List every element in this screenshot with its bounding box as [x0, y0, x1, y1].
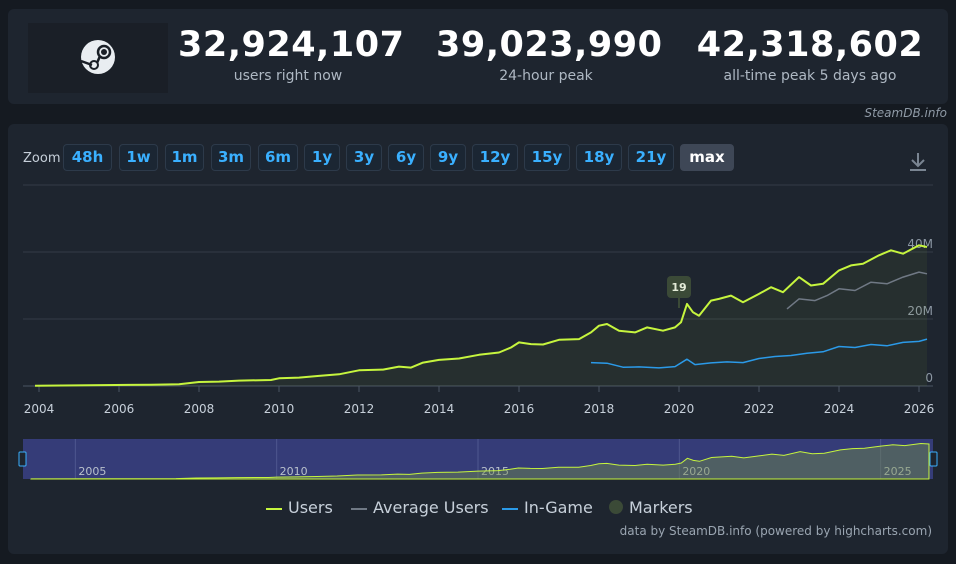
- x-tick-label: 2022: [744, 402, 775, 416]
- average-users-line: [786, 271, 928, 310]
- navigator-tick-label: 2025: [884, 465, 912, 478]
- navigator-tick-label: 2010: [280, 465, 308, 478]
- stat-value: 42,318,602: [696, 25, 924, 65]
- zoom-button-1w[interactable]: 1w: [119, 144, 158, 171]
- x-tick-label: 2012: [344, 402, 375, 416]
- stats-card: 32,924,107 users right now 39,023,990 24…: [8, 9, 948, 104]
- x-tick-label: 2024: [824, 402, 855, 416]
- navigator[interactable]: 2005 2010 2015 2020 2025: [8, 434, 948, 484]
- x-tick-label: 2010: [264, 402, 295, 416]
- zoom-button-3y[interactable]: 3y: [346, 144, 382, 171]
- chart-card: Zoom 48h 1w 1m 3m 6m 1y 3y 6y 9y 12y 15y 18y 21y max …: [8, 124, 948, 554]
- navigator-handle-right[interactable]: [929, 451, 938, 467]
- zoom-button-6m[interactable]: 6m: [258, 144, 298, 171]
- zoom-button-18y[interactable]: 18y: [576, 144, 622, 171]
- zoom-label: Zoom: [23, 151, 61, 166]
- zoom-button-12y[interactable]: 12y: [472, 144, 518, 171]
- zoom-button-max[interactable]: max: [680, 144, 734, 171]
- credit-bottom[interactable]: data by SteamDB.info (powered by highcha…: [619, 524, 932, 538]
- stat-label: 24-hour peak: [499, 68, 593, 84]
- legend-line-icon: [351, 507, 367, 510]
- users-line: [34, 244, 928, 387]
- legend-line-icon: [266, 507, 282, 510]
- x-tick-label: 2008: [184, 402, 215, 416]
- stat-24h-peak: 39,023,990 24-hour peak: [436, 23, 663, 85]
- zoom-button-1m[interactable]: 1m: [165, 144, 204, 171]
- x-tick-label: 2020: [664, 402, 695, 416]
- navigator-tick-label: 2020: [682, 465, 710, 478]
- marker-badge[interactable]: [667, 276, 691, 298]
- steam-logo-icon: [80, 40, 115, 74]
- marker-label: 19: [671, 281, 686, 294]
- zoom-button-1y[interactable]: 1y: [304, 144, 340, 171]
- navigator-tick-label: 2005: [78, 465, 106, 478]
- x-tick-label: 2004: [24, 402, 55, 416]
- credit-top[interactable]: SteamDB.info: [864, 106, 947, 120]
- x-tick-label: 2026: [904, 402, 935, 416]
- x-tick-label: 2018: [584, 402, 615, 416]
- navigator-handle-left[interactable]: [18, 451, 27, 467]
- y-tick-label: 0: [925, 371, 933, 385]
- legend-dot-icon: [609, 499, 623, 514]
- y-tick-label: 20M: [907, 304, 933, 318]
- legend-label: Markers: [629, 498, 693, 517]
- download-icon[interactable]: [906, 150, 930, 174]
- legend-average-users[interactable]: Average Users: [351, 498, 489, 517]
- legend-line-icon: [502, 507, 518, 510]
- zoom-button-3m[interactable]: 3m: [211, 144, 251, 171]
- x-tick-label: 2016: [504, 402, 535, 416]
- navigator-tick-label: 2015: [481, 465, 509, 478]
- app-logo: [28, 23, 168, 93]
- stat-all-time-peak: 42,318,602 all-time peak 5 days ago: [690, 23, 930, 85]
- legend-label: Average Users: [373, 498, 489, 517]
- users-area: [35, 245, 927, 386]
- x-tick-label: 2014: [424, 402, 455, 416]
- stat-current-users: 32,924,107 users right now: [178, 23, 405, 85]
- stat-label: users right now: [233, 68, 343, 84]
- in-game-line: [590, 338, 928, 369]
- legend-label: In-Game: [524, 498, 593, 517]
- zoom-button-15y[interactable]: 15y: [524, 144, 570, 171]
- zoom-button-48h[interactable]: 48h: [63, 144, 112, 171]
- x-tick-label: 2006: [104, 402, 135, 416]
- legend-in-game[interactable]: In-Game: [502, 498, 593, 517]
- stat-value: 39,023,990: [436, 25, 663, 65]
- legend-markers[interactable]: Markers: [609, 498, 693, 517]
- stat-label: all-time peak 5 days ago: [723, 68, 897, 84]
- zoom-button-21y[interactable]: 21y: [628, 144, 674, 171]
- zoom-button-9y[interactable]: 9y: [430, 144, 466, 171]
- zoom-button-6y[interactable]: 6y: [388, 144, 424, 171]
- legend-users[interactable]: Users: [266, 498, 333, 517]
- navigator-users-area: [30, 442, 930, 480]
- stat-value: 32,924,107: [178, 25, 405, 65]
- legend-label: Users: [288, 498, 333, 517]
